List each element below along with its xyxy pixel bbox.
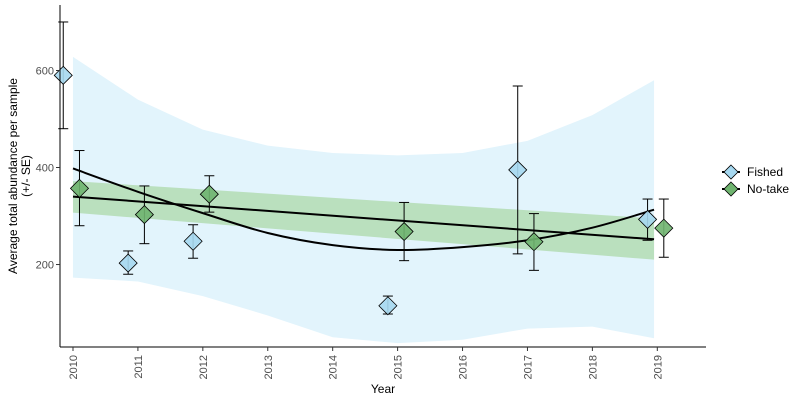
legend-label-fished: Fished xyxy=(747,165,783,179)
point-fished-1 xyxy=(118,253,138,273)
y-tick-label-200: 200 xyxy=(36,260,54,272)
y-tick-label-400: 400 xyxy=(36,163,54,175)
x-tick-label-2013: 2013 xyxy=(263,355,275,379)
x-tick-label-2010: 2010 xyxy=(68,355,80,379)
point-fished-2 xyxy=(183,231,203,251)
legend-diamond xyxy=(723,164,739,180)
point-no-take-5 xyxy=(654,218,674,238)
y-axis-ticks: 200 400 600 xyxy=(36,65,60,272)
x-tick-label-2014: 2014 xyxy=(328,355,340,379)
legend: Fished No-take xyxy=(722,164,789,197)
point-fished-3 xyxy=(378,296,398,316)
confidence-bands xyxy=(72,56,655,344)
x-tick-label-2011: 2011 xyxy=(133,355,145,379)
point-no-take-1 xyxy=(134,205,154,225)
trend-line-fished xyxy=(72,167,655,252)
y-axis-title-line-1: Average total abundance per sample xyxy=(6,78,20,274)
point-fished-5 xyxy=(638,209,658,229)
trend-line-no-take xyxy=(72,195,655,241)
x-tick-label-2016: 2016 xyxy=(458,355,470,379)
x-tick-label-2015: 2015 xyxy=(393,355,405,379)
x-tick-label-2012: 2012 xyxy=(198,355,210,379)
data-points xyxy=(53,65,674,316)
legend-label-no-take: No-take xyxy=(747,182,789,196)
legend-diamond xyxy=(723,181,739,197)
point-no-take-4 xyxy=(524,232,544,252)
x-axis-title: Year xyxy=(371,382,395,396)
trend-lines xyxy=(72,167,655,252)
legend-item-no-take: No-take xyxy=(722,181,789,197)
y-axis-title-line-2: (+/- SE) xyxy=(19,155,33,197)
point-fished-0 xyxy=(53,65,73,85)
x-tick-label-2017: 2017 xyxy=(522,355,534,379)
point-no-take-3 xyxy=(394,221,414,242)
ci-band-no-take xyxy=(72,181,655,260)
legend-item-fished: Fished xyxy=(722,164,783,180)
point-no-take-2 xyxy=(199,184,219,204)
x-tick-label-2018: 2018 xyxy=(587,355,599,379)
y-tick-label-600: 600 xyxy=(36,65,54,77)
point-fished-4 xyxy=(508,160,528,180)
x-tick-label-2019: 2019 xyxy=(652,355,664,379)
x-axis-ticks: 2010 2011 2012 2013 2014 2015 2016 2017 2018 2019 xyxy=(68,347,664,379)
axes: 2010 2011 2012 2013 2014 2015 2016 2017 2018 2019… xyxy=(36,5,706,379)
point-no-take-0 xyxy=(69,178,90,198)
